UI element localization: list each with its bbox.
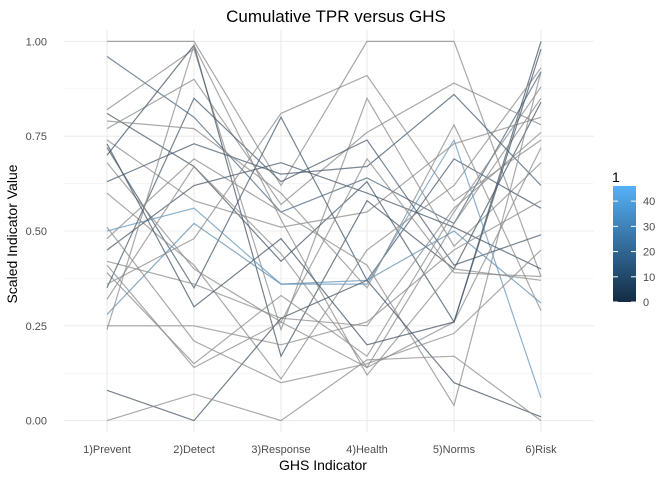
legend-colorbar [613, 186, 636, 302]
series-line [106, 48, 542, 332]
legend-tick-label: 30 [643, 221, 655, 233]
series-line [106, 226, 542, 384]
y-axis-title: Scaled Indicator Value [4, 164, 20, 303]
series-line [106, 56, 542, 225]
series-layer [106, 40, 542, 422]
x-axis-ticks: 1)Prevent 2)Detect 3)Response 4)Health 5)Nor… [83, 444, 557, 456]
legend-tick-label: 0 [643, 297, 649, 309]
y-tick-label: 0.50 [26, 226, 47, 238]
chart-title: Cumulative TPR versus GHS [226, 7, 446, 26]
x-tick-label: 2)Detect [173, 444, 215, 456]
series-line [106, 71, 542, 408]
series-line [106, 120, 542, 311]
legend-tick-label: 20 [643, 247, 655, 259]
series-line [106, 41, 542, 324]
series-line [106, 97, 542, 289]
x-tick-label: 1)Prevent [83, 444, 131, 456]
series-line [106, 74, 542, 285]
color-legend: 1 0 10 20 30 40 [612, 169, 655, 309]
legend-ticks: 0 10 20 30 40 [613, 196, 655, 309]
y-tick-label: 1.00 [26, 36, 47, 48]
x-tick-label: 3)Response [251, 444, 310, 456]
legend-title: 1 [612, 169, 620, 185]
series-line [106, 279, 542, 422]
series-line [106, 67, 542, 380]
y-axis-ticks: 0.00 0.25 0.50 0.75 1.00 [26, 36, 47, 427]
series-line [106, 93, 542, 186]
series-line [106, 78, 542, 206]
series-line [106, 162, 542, 270]
series-line [106, 222, 542, 315]
series-line [106, 138, 542, 399]
series-line [107, 40, 542, 277]
x-axis-title: GHS Indicator [279, 457, 367, 473]
x-tick-label: 5)Norms [433, 444, 476, 456]
series-line [106, 116, 542, 228]
y-tick-label: 0.00 [26, 416, 47, 428]
series-line [106, 147, 542, 369]
series-line [106, 97, 542, 369]
series-line [106, 43, 542, 377]
series-line [107, 200, 542, 346]
legend-tick-label: 10 [643, 272, 655, 284]
series-line [106, 355, 542, 422]
legend-tick-label: 40 [643, 196, 655, 208]
series-line [106, 48, 542, 346]
series-line [106, 115, 542, 290]
x-tick-label: 6)Risk [525, 444, 557, 456]
y-tick-label: 0.75 [26, 131, 47, 143]
series-line [106, 157, 542, 369]
y-tick-label: 0.25 [26, 321, 47, 333]
x-tick-label: 4)Health [346, 444, 388, 456]
